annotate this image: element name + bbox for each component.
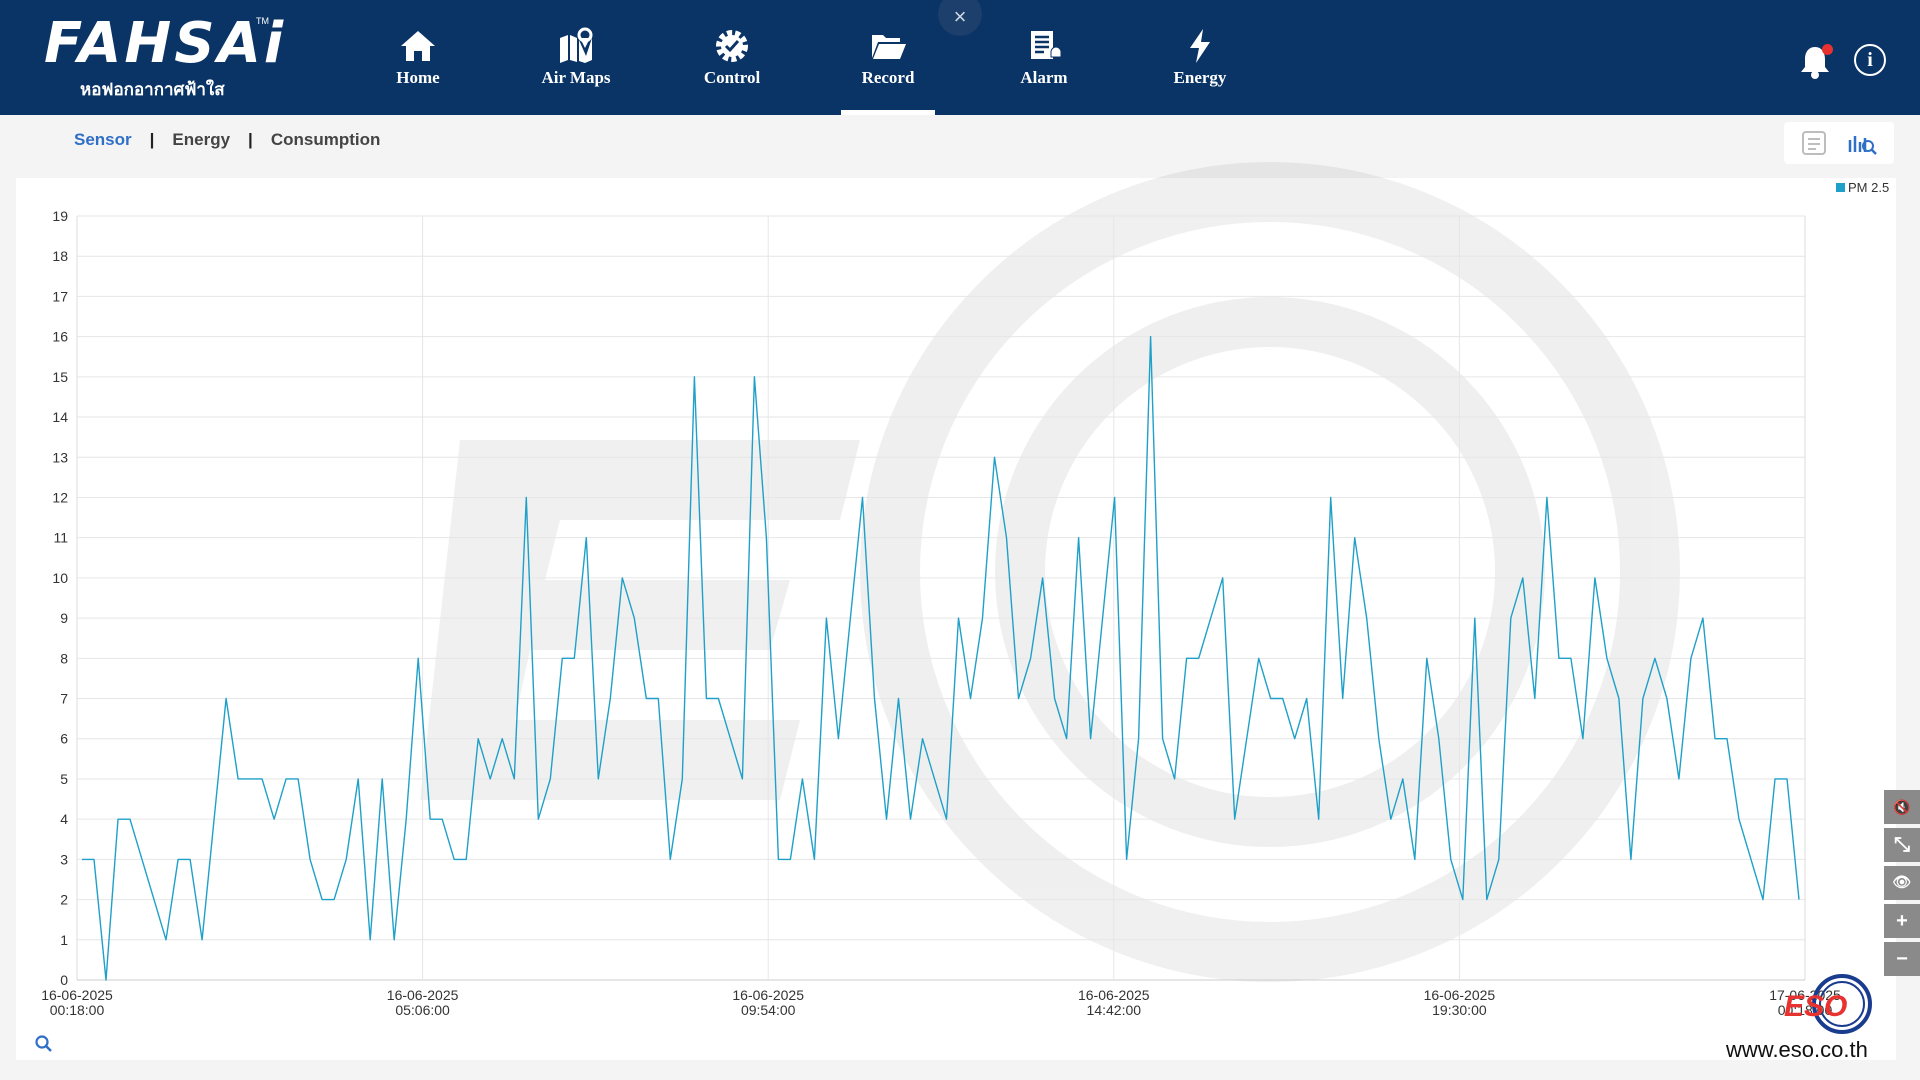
x-tick-date: 16-06-2025 xyxy=(41,987,113,1003)
sub-navigation: Sensor | Energy | Consumption xyxy=(74,130,380,150)
chart-side-toolbar: 🔇 ⤡ 👁 + − xyxy=(1884,790,1920,980)
alarm-list-icon xyxy=(1031,31,1062,59)
subtab-consumption[interactable]: Consumption xyxy=(270,130,381,149)
lightning-icon xyxy=(1190,29,1210,63)
mute-icon[interactable]: 🔇 xyxy=(1884,790,1920,824)
collapse-icon[interactable]: ⤡ xyxy=(1884,828,1920,862)
nav-energy[interactable]: Energy xyxy=(1145,0,1255,115)
notification-bell-icon[interactable] xyxy=(1798,44,1832,80)
nav-home-label: Home xyxy=(396,68,440,87)
y-tick-label: 9 xyxy=(60,610,68,626)
series-pm25 xyxy=(82,335,1800,981)
y-tick-label: 11 xyxy=(53,530,68,546)
x-axis: 16-06-202500:18:0016-06-202505:06:0016-0… xyxy=(41,987,1841,1018)
legend-swatch xyxy=(1836,183,1845,192)
y-tick-label: 17 xyxy=(52,288,68,304)
nav-record-label: Record xyxy=(861,68,915,87)
y-tick-label: 18 xyxy=(52,248,68,264)
chart-legend[interactable]: PM 2.5 xyxy=(1836,180,1889,195)
view-toggle-group xyxy=(1784,122,1894,164)
x-tick-date: 16-06-2025 xyxy=(387,987,459,1003)
x-tick-date: 16-06-2025 xyxy=(1424,987,1496,1003)
y-tick-label: 13 xyxy=(52,449,68,465)
y-tick-label: 8 xyxy=(60,650,68,666)
fahsai-logo[interactable]: FAHSAi TM หอฟอกอากาศฟ้าใส xyxy=(44,11,287,104)
table-view-icon[interactable] xyxy=(1798,128,1830,158)
trademark-mark: TM xyxy=(256,16,269,26)
x-tick-time: 00:18:00 xyxy=(50,1002,105,1018)
y-tick-label: 4 xyxy=(60,811,68,827)
y-tick-label: 3 xyxy=(60,851,68,867)
eso-logo: ESO xyxy=(1784,974,1872,1034)
x-tick-date: 16-06-2025 xyxy=(732,987,804,1003)
y-tick-label: 10 xyxy=(52,570,68,586)
nav-control-label: Control xyxy=(703,68,761,87)
nav-control[interactable]: Control xyxy=(677,0,787,115)
y-tick-label: 2 xyxy=(60,892,68,908)
y-tick-label: 6 xyxy=(60,731,68,747)
y-tick-label: 7 xyxy=(60,691,68,707)
subtab-energy[interactable]: Energy xyxy=(172,130,231,149)
x-tick-date: 16-06-2025 xyxy=(1078,987,1150,1003)
y-tick-label: 14 xyxy=(52,409,68,425)
close-button[interactable]: × xyxy=(938,0,982,36)
nav-alarm-label: Alarm xyxy=(1020,68,1068,87)
subnav-separator: | xyxy=(149,130,155,149)
y-tick-label: 5 xyxy=(60,771,68,787)
top-navigation-bar: FAHSAi TM หอฟอกอากาศฟ้าใส Home Air Maps … xyxy=(0,0,1920,115)
svg-text:ESO: ESO xyxy=(1784,990,1847,1023)
eso-watermark xyxy=(420,162,1680,982)
nav-air-maps-label: Air Maps xyxy=(541,68,611,87)
zoom-out-icon[interactable]: − xyxy=(1884,942,1920,976)
notification-badge xyxy=(1822,44,1833,55)
nav-energy-label: Energy xyxy=(1173,68,1227,87)
chart-panel xyxy=(16,178,1896,1060)
gear-check-icon xyxy=(716,30,748,62)
y-tick-label: 16 xyxy=(52,329,68,345)
x-tick-time: 00:18:00 xyxy=(1778,1002,1833,1018)
legend-label: PM 2.5 xyxy=(1848,180,1890,195)
y-tick-label: 1 xyxy=(60,932,68,948)
folder-open-icon xyxy=(872,35,906,59)
eye-icon[interactable]: 👁 xyxy=(1884,866,1920,900)
nav-air-maps[interactable]: Air Maps xyxy=(521,0,631,115)
y-tick-label: 12 xyxy=(52,489,68,505)
x-tick-time: 09:54:00 xyxy=(741,1002,796,1018)
x-tick-time: 05:06:00 xyxy=(395,1002,450,1018)
map-pin-icon xyxy=(560,27,593,63)
zoom-in-icon[interactable]: + xyxy=(1884,904,1920,938)
logo-wordmark: FAHSAi xyxy=(44,11,287,76)
y-tick-label: 15 xyxy=(52,369,68,385)
home-icon xyxy=(401,31,435,61)
y-tick-label: 19 xyxy=(52,208,68,224)
x-tick-time: 19:30:00 xyxy=(1432,1002,1487,1018)
info-button[interactable]: i xyxy=(1854,44,1886,76)
eso-website-url[interactable]: www.eso.co.th xyxy=(1726,1037,1868,1062)
subnav-separator: | xyxy=(248,130,253,149)
subtab-sensor[interactable]: Sensor xyxy=(74,130,132,149)
pm25-series-line xyxy=(82,335,1800,981)
x-tick-time: 14:42:00 xyxy=(1087,1002,1142,1018)
logo-tagline: หอฟอกอากาศฟ้าใส xyxy=(80,80,225,99)
chart-search-icon[interactable] xyxy=(1846,128,1878,158)
search-icon[interactable] xyxy=(34,1034,54,1054)
nav-home[interactable]: Home xyxy=(363,0,473,115)
nav-record[interactable]: Record xyxy=(833,0,943,115)
nav-alarm[interactable]: Alarm xyxy=(989,0,1099,115)
y-tick-label: 0 xyxy=(60,972,68,988)
chart-grid xyxy=(76,215,1806,981)
